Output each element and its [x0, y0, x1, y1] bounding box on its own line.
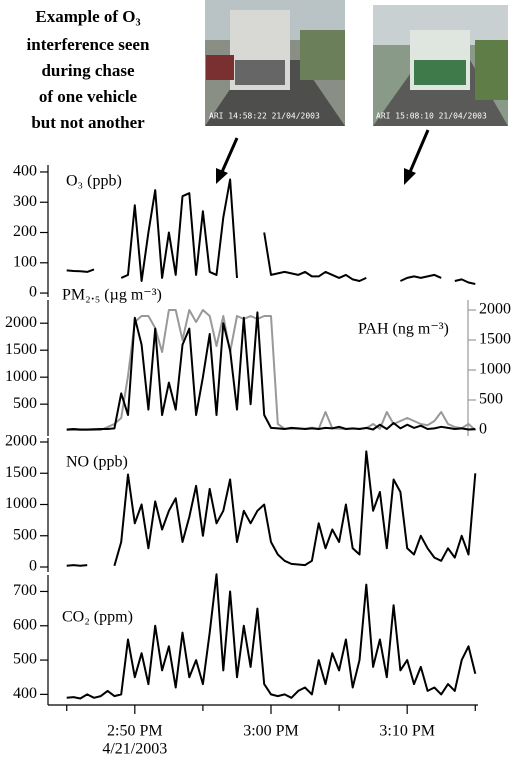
photo: ARI 15:08:10 21/04/2003 — [373, 5, 508, 126]
annotation: Example of O₃ interference seen during c… — [27, 7, 150, 132]
y2-tick-label: 1000 — [479, 361, 511, 378]
x-tick-label: 2:50 PM — [107, 723, 163, 740]
x-tick-label: 3:00 PM — [243, 723, 299, 740]
y-tick-label: 1500 — [5, 341, 37, 358]
data-line — [66, 573, 477, 700]
annotation-line: of one vehicle — [39, 87, 138, 106]
annotation-line: during chase — [41, 61, 134, 80]
y2-tick-label: 1500 — [479, 331, 511, 348]
x-date-label: 4/21/2003 — [102, 741, 167, 758]
y2-tick-label: 2000 — [479, 301, 511, 318]
y-tick-label: 2000 — [5, 433, 37, 450]
annotation-line: interference seen — [27, 35, 150, 54]
series-label: NO (ppb) — [66, 454, 128, 471]
data-line — [66, 178, 476, 285]
y-tick-label: 500 — [13, 395, 37, 412]
y-tick-label: 2000 — [5, 314, 37, 331]
y-tick-label: 200 — [13, 223, 37, 240]
photo: ARI 14:58:22 21/04/2003 — [205, 0, 345, 126]
series-label: PAH (ng m⁻³) — [358, 321, 449, 338]
y-tick-label: 500 — [13, 526, 37, 543]
data-line — [66, 450, 477, 567]
series-label: CO₂ (ppm) — [62, 609, 133, 626]
y-tick-label: 1000 — [5, 495, 37, 512]
series-label: PM₂.₅ (µg m⁻³) — [62, 287, 162, 304]
photo-timestamp: ARI 15:08:10 21/04/2003 — [376, 112, 487, 121]
y-tick-label: 1000 — [5, 368, 37, 385]
annotation-line: but not another — [31, 113, 145, 132]
y-tick-label: 0 — [29, 558, 37, 575]
y-tick-label: 0 — [29, 284, 37, 301]
arrow — [216, 129, 430, 185]
series-label: O₃ (ppb) — [66, 173, 122, 190]
y-tick-label: 700 — [13, 582, 37, 599]
y-tick-label: 400 — [13, 685, 37, 702]
y2-tick-label: 0 — [479, 421, 487, 438]
y-tick-label: 1500 — [5, 464, 37, 481]
y-tick-label: 100 — [13, 253, 37, 270]
y2-tick-label: 500 — [479, 391, 503, 408]
annotation-line: Example of O₃ — [35, 7, 140, 26]
y-tick-label: 500 — [13, 651, 37, 668]
data-line — [66, 311, 476, 431]
photo-timestamp: ARI 14:58:22 21/04/2003 — [209, 112, 320, 121]
x-tick-label: 3:10 PM — [379, 723, 435, 740]
y-tick-label: 400 — [13, 163, 37, 180]
y-tick-label: 600 — [13, 616, 37, 633]
y-tick-label: 300 — [13, 193, 37, 210]
